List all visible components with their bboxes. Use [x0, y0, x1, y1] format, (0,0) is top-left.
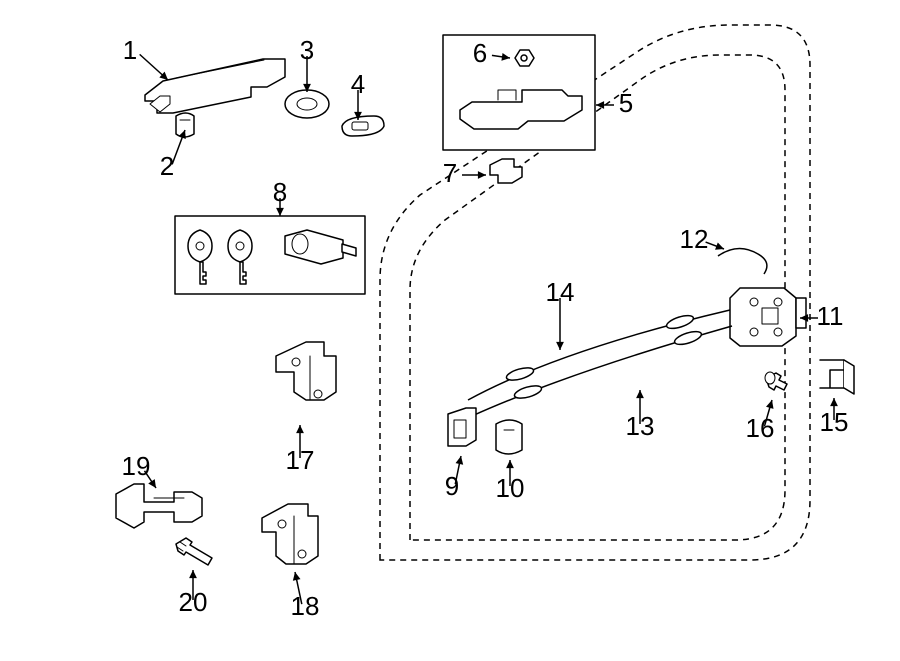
part-release-cable	[468, 310, 730, 400]
part-handle-frame-assembly	[443, 35, 595, 150]
callout-number: 1	[123, 35, 137, 65]
callout-hinge-bolt: 20	[179, 570, 208, 617]
callout-upper-hinge: 17	[286, 425, 315, 475]
callout-handle-cap-front: 2	[160, 130, 186, 181]
callout-lock-cable: 13	[626, 390, 655, 441]
callout-number: 5	[619, 88, 633, 118]
callout-handle-cover: 3	[300, 35, 314, 92]
callout-lock-cylinder-and-keys: 8	[273, 177, 287, 216]
callout-number: 17	[286, 445, 315, 475]
parts-diagram: 1234567891011121314151617181920	[0, 0, 900, 661]
part-lock-cylinder-and-keys	[175, 216, 365, 294]
callout-number: 2	[160, 151, 174, 181]
callout-number: 18	[291, 591, 320, 621]
callout-number: 12	[680, 224, 709, 254]
callout-number: 13	[626, 411, 655, 441]
callout-number: 9	[445, 471, 459, 501]
part-door-latch	[730, 288, 806, 346]
callout-inner-handle-bezel: 10	[496, 460, 525, 503]
callout-striker: 15	[820, 398, 849, 437]
callout-number: 8	[273, 177, 287, 207]
part-lock-rod	[718, 248, 767, 274]
callout-number: 10	[496, 473, 525, 503]
part-striker-screw	[765, 372, 787, 390]
part-upper-hinge	[276, 342, 336, 400]
part-inner-handle	[448, 408, 476, 446]
callout-door-check: 19	[122, 451, 156, 488]
callout-number: 11	[817, 301, 844, 331]
part-hinge-bolt	[176, 538, 212, 565]
part-door-check	[116, 484, 202, 528]
callout-number: 3	[300, 35, 314, 65]
callout-inner-handle: 9	[445, 456, 463, 501]
part-lock-cable	[472, 326, 732, 416]
callout-number: 15	[820, 407, 849, 437]
callout-release-cable: 14	[546, 277, 575, 350]
part-lower-hinge	[262, 504, 318, 564]
callout-number: 19	[122, 451, 151, 481]
callout-number: 4	[351, 69, 365, 99]
part-striker	[820, 360, 854, 394]
callout-handle-clip: 7	[443, 158, 486, 188]
part-handle-clip	[490, 159, 522, 183]
callout-outer-handle: 1	[123, 35, 168, 80]
callout-number: 16	[746, 413, 775, 443]
callout-striker-screw: 16	[746, 400, 775, 443]
part-handle-cover	[285, 90, 329, 118]
part-handle-nut	[515, 50, 534, 66]
part-inner-handle-bezel	[496, 420, 522, 454]
callout-number: 14	[546, 277, 575, 307]
callout-handle-pad: 4	[351, 69, 365, 120]
part-handle-pad	[342, 116, 384, 136]
part-outer-handle	[145, 59, 285, 113]
callout-lower-hinge: 18	[291, 572, 320, 621]
callout-number: 20	[179, 587, 208, 617]
callout-handle-frame-assembly: 5	[596, 88, 633, 118]
callout-number: 7	[443, 158, 457, 188]
callout-lock-rod: 12	[680, 224, 724, 254]
callout-number: 6	[473, 38, 487, 68]
